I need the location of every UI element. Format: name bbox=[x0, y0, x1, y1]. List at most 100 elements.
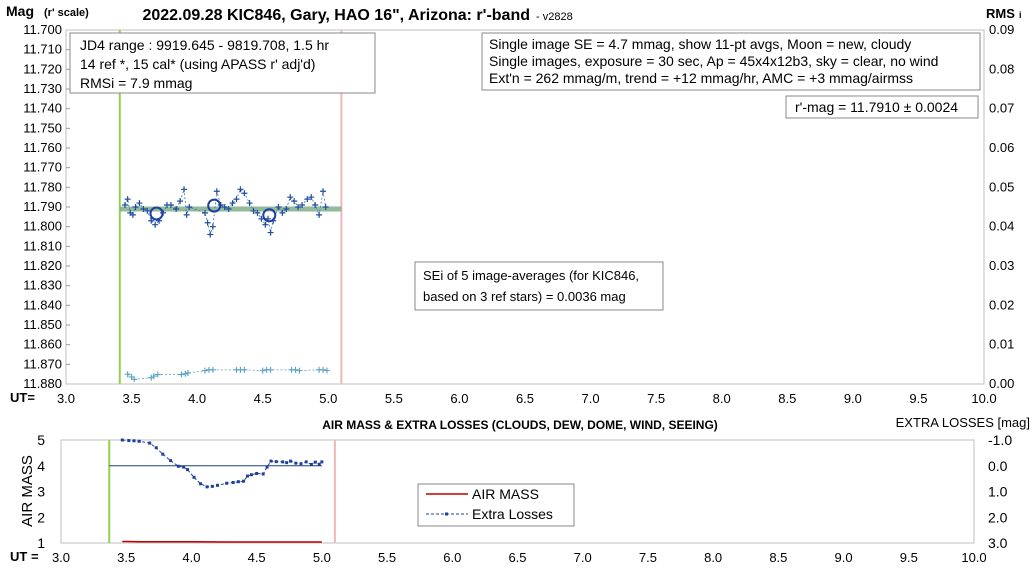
rms-point bbox=[259, 367, 266, 374]
individual-point bbox=[221, 204, 228, 210]
bottom-y-tick-label: 4 bbox=[37, 458, 45, 474]
chart-title: 2022.09.28 KIC846, Gary, HAO 16", Arizon… bbox=[142, 7, 530, 24]
individual-point bbox=[312, 202, 319, 209]
y2-tick-label: 0.04 bbox=[989, 219, 1014, 234]
y-tick-label: 11.860 bbox=[23, 337, 62, 352]
rms-point bbox=[267, 366, 274, 373]
extra-losses-point bbox=[274, 460, 278, 464]
bottom-x-tick-label: 8.5 bbox=[769, 550, 787, 565]
bottom-y-axis-ticks: 1 2 3 4 5 bbox=[37, 432, 45, 551]
individual-point bbox=[181, 186, 188, 193]
info-box-left: JD4 range : 9919.645 - 9819.708, 1.5 hr … bbox=[69, 32, 376, 94]
individual-point bbox=[291, 198, 298, 205]
x-tick-label: 8.0 bbox=[713, 391, 731, 406]
individual-point bbox=[140, 205, 147, 212]
rms-point bbox=[296, 367, 303, 374]
result-value: r'-mag = 11.7910 ± 0.0024 bbox=[795, 99, 958, 115]
extra-losses-point bbox=[192, 475, 196, 479]
bottom-x-tick-label: 5.5 bbox=[378, 550, 396, 565]
individual-point bbox=[186, 204, 193, 210]
individual-point bbox=[250, 207, 257, 214]
extra-losses-point bbox=[169, 459, 173, 463]
rms-point bbox=[178, 371, 185, 378]
extra-losses-point bbox=[148, 441, 152, 445]
x-axis-ticks: 3.0 3.5 4.0 4.5 5.0 5.5 6.0 6.5 7.0 7.5 8.0 8.5 9.0 9… bbox=[57, 391, 997, 406]
info-left-line-3: RMSi = 7.9 mmag bbox=[80, 75, 192, 91]
individual-point bbox=[152, 221, 159, 228]
y-tick-label: 11.770 bbox=[23, 160, 62, 175]
info-box-right: Single image SE = 4.7 mmag, show 11-pt a… bbox=[481, 32, 981, 91]
bottom-x-tick-label: 6.5 bbox=[508, 550, 526, 565]
rms-point bbox=[241, 366, 248, 373]
extra-losses-point bbox=[205, 485, 209, 489]
y-tick-label: 11.880 bbox=[23, 376, 62, 391]
individual-point bbox=[287, 194, 294, 201]
x-tick-label: 4.5 bbox=[254, 391, 272, 406]
individual-point bbox=[322, 204, 329, 210]
sei-line-1: SEi of 5 image-averages (for KIC846, bbox=[423, 268, 639, 283]
y2-tick-label: 0.03 bbox=[989, 258, 1014, 273]
airmass-chart: AIR MASS & EXTRA LOSSES (CLOUDS, DEW, DO… bbox=[10, 415, 1030, 565]
individual-point bbox=[299, 202, 306, 209]
bottom-y2-axis-ticks: -1.0 0.0 1.0 2.0 3.0 bbox=[988, 432, 1012, 551]
extra-losses-point bbox=[265, 465, 269, 469]
bottom-chart-title: AIR MASS & EXTRA LOSSES (CLOUDS, DEW, DO… bbox=[322, 418, 718, 432]
extra-losses-point bbox=[161, 452, 165, 456]
extra-losses-point bbox=[285, 461, 289, 465]
extra-losses-point bbox=[313, 460, 317, 464]
airmass-line bbox=[122, 540, 322, 543]
rms-point bbox=[154, 371, 161, 378]
sei-line-2: based on 3 ref stars) = 0.0036 mag bbox=[423, 289, 626, 304]
extra-losses-point bbox=[249, 473, 253, 477]
extra-losses-point bbox=[309, 462, 313, 466]
extra-losses-point bbox=[289, 459, 293, 463]
bottom-x-tick-label: 10.0 bbox=[961, 550, 986, 565]
sei-box: SEi of 5 image-averages (for KIC846, bas… bbox=[414, 261, 664, 311]
bottom-y-axis-label: AIR MASS bbox=[19, 455, 36, 527]
rms-point bbox=[124, 371, 131, 378]
rms-series bbox=[124, 366, 330, 383]
individual-point bbox=[267, 229, 274, 236]
extra-losses-point bbox=[127, 439, 131, 443]
info-right-line-2: Single images, exposure = 30 sec, Ap = 4… bbox=[489, 53, 938, 69]
bottom-x-tick-label: 4.5 bbox=[248, 550, 266, 565]
y-axis-sublabel: (r' scale) bbox=[44, 7, 89, 19]
individual-point bbox=[207, 231, 214, 238]
individual-point bbox=[254, 209, 261, 216]
individual-point bbox=[144, 207, 151, 214]
x-axis-label: UT= bbox=[10, 390, 35, 405]
y-tick-label: 11.740 bbox=[23, 101, 62, 116]
y2-tick-label: 0.09 bbox=[989, 22, 1014, 37]
individual-point bbox=[129, 211, 136, 218]
rms-point bbox=[202, 367, 209, 374]
extra-losses-point bbox=[132, 439, 136, 443]
rms-point bbox=[209, 366, 216, 373]
individual-point bbox=[320, 188, 327, 195]
bottom-y2-tick-label: 1.0 bbox=[988, 484, 1008, 500]
y-tick-label: 11.820 bbox=[23, 258, 62, 273]
individual-point bbox=[183, 211, 190, 218]
average-point bbox=[207, 198, 222, 213]
bottom-y2-tick-label: -1.0 bbox=[988, 432, 1012, 448]
y2-axis-sublabel: i bbox=[1019, 10, 1022, 20]
individual-point bbox=[209, 223, 216, 230]
bottom-x-tick-label: 8.0 bbox=[704, 550, 722, 565]
extra-losses-point bbox=[317, 462, 321, 466]
x-tick-label: 8.5 bbox=[778, 391, 796, 406]
y2-tick-label: 0.06 bbox=[989, 140, 1014, 155]
x-tick-label: 4.0 bbox=[188, 391, 206, 406]
y2-axis-ticks: 0.09 0.08 0.07 0.06 0.05 0.04 0.03 0.02 0.01 0.00 bbox=[989, 22, 1014, 391]
bottom-x-tick-label: 4.0 bbox=[182, 550, 200, 565]
bottom-x-tick-label: 3.0 bbox=[52, 550, 70, 565]
info-left-line-1: JD4 range : 9919.645 - 9819.708, 1.5 hr bbox=[80, 37, 329, 53]
y2-tick-label: 0.00 bbox=[989, 376, 1014, 391]
individual-series bbox=[122, 186, 329, 238]
y-tick-label: 11.810 bbox=[23, 238, 62, 253]
individual-point bbox=[202, 209, 209, 216]
info-left-line-2: 14 ref *, 15 cal* (using APASS r' adj'd) bbox=[80, 56, 315, 72]
individual-point bbox=[148, 217, 155, 224]
individual-point bbox=[283, 205, 290, 212]
rms-point bbox=[323, 367, 330, 374]
rms-point bbox=[184, 369, 191, 376]
